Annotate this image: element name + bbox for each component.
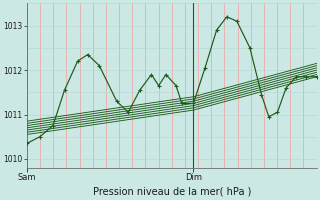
X-axis label: Pression niveau de la mer( hPa ): Pression niveau de la mer( hPa ) [92, 187, 251, 197]
